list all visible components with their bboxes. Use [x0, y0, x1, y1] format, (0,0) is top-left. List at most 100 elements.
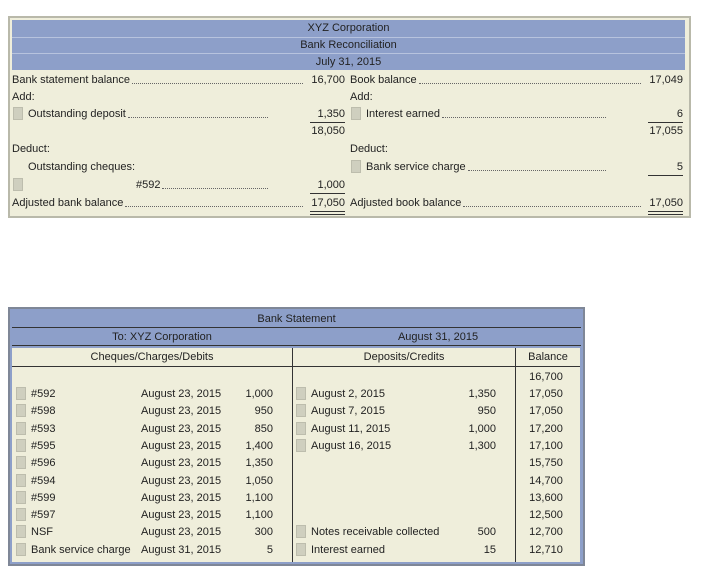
debit: #594: [31, 474, 56, 487]
leader: [442, 107, 606, 118]
balance: 17,100: [529, 439, 563, 452]
debit-amount: 1,400: [245, 439, 273, 452]
rule: [12, 345, 581, 346]
debit: #598: [31, 405, 56, 418]
label: Bank statement balance: [12, 74, 131, 86]
label: Outstanding deposit: [28, 108, 126, 120]
checkbox[interactable]: [16, 542, 26, 556]
column-header: Deposits/Credits: [363, 351, 445, 363]
row: Bank statement balance: [12, 73, 305, 87]
credit: Notes receivable collected: [311, 526, 440, 539]
credit-amount: 500: [477, 526, 496, 539]
credit-amount: 1,350: [468, 388, 496, 400]
row: Adjusted bank balance: [12, 196, 305, 210]
credit-amount: 950: [477, 405, 496, 418]
amount[interactable]: 6: [676, 108, 683, 120]
credit: August 11, 2015: [311, 422, 391, 435]
balance: 15,750: [529, 457, 563, 470]
checkbox[interactable]: [296, 421, 306, 435]
checkbox[interactable]: [296, 404, 306, 418]
checkbox[interactable]: [296, 525, 306, 539]
checkbox[interactable]: [16, 473, 26, 487]
amount[interactable]: 1,000: [317, 179, 345, 191]
credit-amount: 1,300: [468, 439, 496, 452]
checkbox[interactable]: [16, 525, 26, 539]
checkbox[interactable]: [351, 107, 361, 120]
debit-date: August 23, 2015: [141, 422, 222, 435]
debit-amount: 1,350: [245, 457, 273, 470]
statement-title: Bank Statement: [257, 313, 336, 325]
label: Deduct:: [350, 143, 388, 155]
checkbox[interactable]: [16, 438, 26, 452]
debit: #595: [31, 439, 56, 452]
debit-amount: 950: [254, 405, 273, 418]
amount: 17,049: [649, 74, 683, 86]
row: Outstanding deposit: [28, 107, 270, 121]
amount: 16,700: [311, 74, 345, 86]
checkbox[interactable]: [296, 387, 306, 400]
statement-date: August 31, 2015: [397, 331, 479, 343]
label: Book balance: [350, 74, 417, 86]
debit-date: August 23, 2015: [141, 457, 222, 470]
underline: [310, 193, 345, 194]
checkbox[interactable]: [16, 387, 26, 400]
label: #592: [136, 179, 161, 191]
credit-amount: 15: [483, 543, 496, 556]
balance: 12,710: [529, 543, 563, 556]
amount[interactable]: 1,350: [317, 108, 345, 120]
label: Adjusted book balance: [350, 197, 462, 209]
debit-date: August 23, 2015: [141, 388, 222, 400]
debit-amount: 300: [254, 526, 273, 539]
total: 17,050: [649, 197, 683, 209]
checkbox[interactable]: [16, 456, 26, 470]
subtotal: 18,050: [311, 125, 345, 137]
column-header: Cheques/Charges/Debits: [90, 351, 214, 363]
credit: Interest earned: [311, 543, 385, 556]
debit-amount: 850: [254, 422, 273, 435]
company: XYZ Corporation: [307, 22, 390, 34]
debit-date: August 23, 2015: [141, 439, 222, 452]
subtotal: 17,055: [649, 125, 683, 137]
label: Outstanding cheques:: [28, 161, 136, 173]
debit-date: August 23, 2015: [141, 509, 222, 522]
row: #592: [136, 178, 270, 192]
debit: #599: [31, 491, 56, 504]
row: Interest earned: [366, 107, 608, 121]
checkbox[interactable]: [16, 508, 26, 522]
credit-amount: 1,000: [468, 422, 496, 435]
credit: August 2, 2015: [311, 388, 386, 400]
checkbox[interactable]: [16, 404, 26, 418]
column-divider: [292, 348, 293, 562]
debit-amount: 1,000: [245, 388, 273, 400]
label: Interest earned: [366, 108, 440, 120]
checkbox[interactable]: [13, 178, 23, 191]
leader: [162, 178, 268, 189]
balance: 12,700: [529, 526, 563, 539]
balance: 16,700: [529, 371, 563, 383]
checkbox[interactable]: [296, 438, 306, 452]
debit-amount: 1,100: [245, 491, 273, 504]
debit: #597: [31, 509, 56, 522]
double-underline: [648, 211, 683, 215]
label: Adjusted bank balance: [12, 197, 124, 209]
balance: 12,500: [529, 509, 563, 522]
checkbox[interactable]: [16, 421, 26, 435]
total: 17,050: [311, 197, 345, 209]
row: Adjusted book balance: [350, 196, 643, 210]
balance: 17,050: [529, 405, 563, 418]
checkbox[interactable]: [16, 490, 26, 504]
double-underline: [310, 211, 345, 215]
band-divider: [12, 53, 685, 54]
checkbox[interactable]: [296, 542, 306, 556]
debit-date: August 31, 2015: [141, 543, 222, 556]
rule: [12, 366, 580, 367]
checkbox[interactable]: [13, 107, 23, 120]
debit: Bank service charge: [31, 543, 131, 556]
debit-amount: 5: [266, 543, 273, 556]
report-title: Bank Reconciliation: [300, 39, 397, 51]
amount[interactable]: 5: [676, 161, 683, 173]
balance: 14,700: [529, 474, 563, 487]
checkbox[interactable]: [351, 160, 361, 173]
